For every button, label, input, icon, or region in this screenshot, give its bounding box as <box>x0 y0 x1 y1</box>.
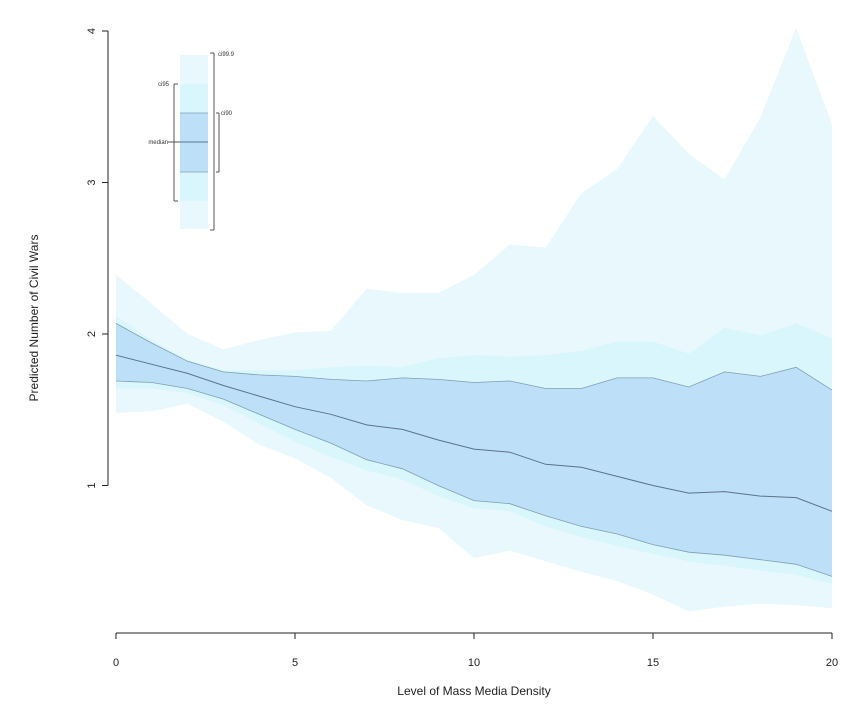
legend-ci90-bracket <box>216 112 220 173</box>
median-line <box>115 354 833 512</box>
y-tick-label: 4 <box>86 28 98 34</box>
x-tick-label: 0 <box>113 657 119 669</box>
legend-ci999-bracket <box>210 52 215 231</box>
ci90-band <box>116 323 832 577</box>
x-tick-label: 20 <box>826 657 838 669</box>
x-tick-label: 15 <box>647 657 659 669</box>
x-axis-title: Level of Mass Media Density <box>397 684 550 698</box>
confidence-bands <box>116 28 832 612</box>
y-tick-label: 3 <box>86 179 98 185</box>
y-tick-label: 1 <box>86 482 98 488</box>
ci90-lower-line <box>115 380 833 577</box>
y-axis: 1 2 3 4 <box>86 28 109 489</box>
legend-median-label: median <box>148 140 168 146</box>
legend: ci99.9 ci95 ci90 median <box>148 52 235 231</box>
legend-ci999-label: ci99.9 <box>218 52 235 58</box>
x-axis: 0 5 10 15 20 <box>113 632 838 669</box>
x-tick-label: 5 <box>292 657 298 669</box>
band-lines <box>115 323 833 577</box>
legend-ci95-label: ci95 <box>158 82 170 88</box>
x-tick-label: 10 <box>468 657 480 669</box>
ci90-upper-line <box>115 323 833 391</box>
legend-ci90-label: ci90 <box>221 111 233 117</box>
y-axis-title: Predicted Number of Civil Wars <box>27 235 41 402</box>
y-tick-label: 2 <box>86 331 98 337</box>
